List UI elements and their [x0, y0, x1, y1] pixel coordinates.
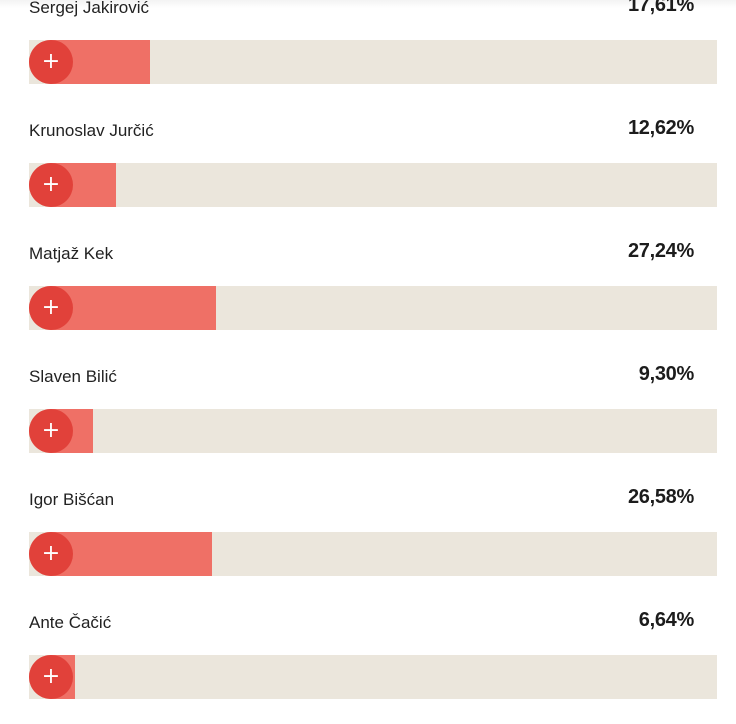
plus-icon[interactable]: + [29, 286, 73, 330]
option-name: Matjaž Kek [29, 244, 114, 263]
option-percent: 9,30% [638, 363, 695, 385]
vote-bar[interactable]: + [29, 40, 717, 84]
option-name: Igor Bišćan [29, 490, 115, 509]
vote-bar[interactable]: + [29, 655, 717, 699]
option-percent: 17,61% [627, 0, 694, 16]
poll-option: Slaven Bilić 9,30% + [0, 355, 736, 478]
option-name: Slaven Bilić [29, 367, 117, 386]
option-name: Krunoslav Jurčić [29, 121, 154, 140]
plus-icon[interactable]: + [29, 532, 73, 576]
option-name: Sergej Jakirović [29, 0, 149, 17]
plus-icon[interactable]: + [29, 409, 73, 453]
plus-icon[interactable]: + [29, 40, 73, 84]
plus-icon[interactable]: + [29, 655, 73, 699]
vote-bar[interactable]: + [29, 163, 717, 207]
option-name: Ante Čačić [29, 613, 112, 632]
option-percent: 12,62% [627, 117, 694, 139]
poll-option: Igor Bišćan 26,58% + [0, 478, 736, 601]
option-percent: 27,24% [627, 240, 694, 262]
vote-bar[interactable]: + [29, 532, 717, 576]
poll-option: Krunoslav Jurčić 12,62% + [0, 109, 736, 232]
poll-option: Matjaž Kek 27,24% + [0, 232, 736, 355]
top-shadow [0, 0, 736, 8]
option-percent: 26,58% [627, 486, 694, 508]
plus-icon[interactable]: + [29, 163, 73, 207]
vote-bar[interactable]: + [29, 409, 717, 453]
option-percent: 6,64% [638, 609, 695, 631]
vote-bar[interactable]: + [29, 286, 717, 330]
poll-option: Ante Čačić 6,64% + [0, 601, 736, 724]
poll-option: Sergej Jakirović 17,61% + [0, 0, 736, 109]
